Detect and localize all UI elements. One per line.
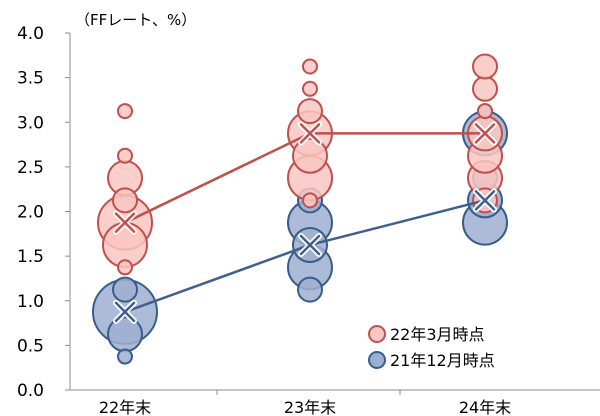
- median-marker: [114, 301, 136, 323]
- axes: 0.0 0.5 1.0 1.5 2.0 2.5 3.0 3.5 4.0 22年末 23年末 24年末: [17, 24, 600, 416]
- y-tick-label: 3.5: [17, 69, 44, 89]
- median-marker: [474, 123, 496, 144]
- x-tick-label: 23年末: [284, 398, 336, 416]
- median-group: [113, 121, 497, 235]
- y-tick-label: 2.0: [17, 203, 44, 223]
- legend-label: 21年12月時点: [390, 351, 495, 370]
- x-tick-label: 24年末: [459, 398, 511, 416]
- median-group: [113, 188, 497, 324]
- dot-marker: [302, 192, 318, 209]
- y-tick-label: 1.5: [17, 247, 44, 267]
- dot-marker: [477, 103, 493, 120]
- dot-marker: [472, 75, 498, 102]
- median-marker: [114, 212, 136, 233]
- dot-marker: [297, 98, 323, 125]
- unit-label: （FFレート、%）: [75, 11, 196, 29]
- dot-marker: [117, 147, 133, 164]
- median-marker: [474, 190, 496, 211]
- dot-marker: [117, 103, 133, 120]
- y-tick-label: 4.0: [17, 24, 44, 44]
- legend-marker: [368, 325, 386, 343]
- chart-marks: [92, 53, 508, 365]
- y-tick-label: 0.0: [17, 381, 44, 401]
- dot-marker: [292, 137, 328, 174]
- y-tick-label: 1.0: [17, 292, 44, 312]
- y-tick-label: 2.5: [17, 158, 44, 178]
- legend-label: 22年3月時点: [390, 325, 485, 344]
- dot-marker: [302, 58, 318, 75]
- dot-marker: [107, 316, 143, 353]
- legend: 22年3月時点 21年12月時点: [368, 325, 495, 370]
- dot-marker: [112, 187, 138, 214]
- dot-marker: [117, 348, 133, 365]
- dot-marker: [302, 80, 318, 97]
- y-tick-label: 3.0: [17, 113, 44, 133]
- dot-marker: [297, 276, 323, 303]
- x-tick-label: 22年末: [99, 398, 151, 416]
- median-marker: [299, 123, 321, 144]
- y-tick-label: 0.5: [17, 336, 44, 356]
- dot-marker: [112, 276, 138, 303]
- median-marker: [299, 234, 321, 256]
- legend-marker: [368, 351, 386, 369]
- dot-marker: [117, 259, 133, 276]
- dot-marker: [472, 53, 498, 80]
